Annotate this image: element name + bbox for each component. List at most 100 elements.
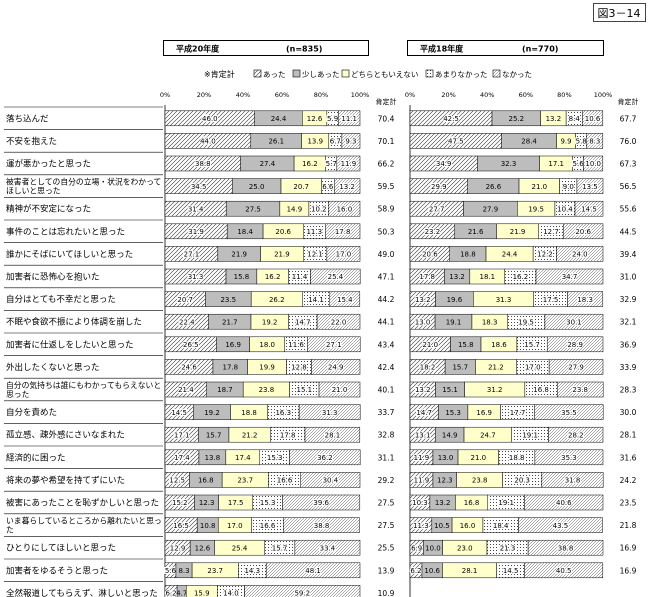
data-label: 18.6 <box>491 341 507 349</box>
data-label: 18.3 <box>577 296 593 304</box>
data-label: 15.3 <box>445 409 461 417</box>
bar-segment <box>298 404 361 420</box>
legend: ※肯定計 あった 少しあった どちらともいえない あまりなかった なかった <box>204 69 532 79</box>
bar-segment <box>534 449 604 466</box>
data-label: 26.5 <box>183 341 199 349</box>
data-label: 12.5 <box>169 477 185 485</box>
data-label: 12.9 <box>170 544 186 552</box>
data-label: 29.9 <box>431 183 447 191</box>
x-tick-label: 80% <box>557 91 571 99</box>
data-label: 9.3 <box>345 138 356 146</box>
data-label: 17.0 <box>336 251 352 259</box>
data-label: 27.1 <box>326 341 342 349</box>
data-label: 24.4 <box>502 251 518 259</box>
total-label: 44.1 <box>378 318 395 327</box>
panel-header-box-1 <box>163 40 369 56</box>
bar-segment <box>307 336 361 353</box>
data-label: 12.7 <box>543 228 559 236</box>
data-label: 16.9 <box>225 341 241 349</box>
total-label: 70.4 <box>378 114 395 123</box>
data-label: 33.4 <box>320 544 336 552</box>
data-label: 23.5 <box>220 296 236 304</box>
data-label: 21.7 <box>222 318 238 326</box>
total-label: 44.5 <box>620 227 637 236</box>
data-label: 12.3 <box>199 499 215 507</box>
data-label: 32.3 <box>501 160 517 168</box>
bar-segment <box>534 404 604 420</box>
data-label: 14.1 <box>308 296 324 304</box>
data-label: 17.0 <box>525 364 541 372</box>
total-label: 32.1 <box>620 318 637 327</box>
data-label: 14.5 <box>171 409 187 417</box>
data-label: 15.2 <box>172 499 188 507</box>
data-label: 5.7 <box>326 160 337 168</box>
data-label: 13.2 <box>415 296 431 304</box>
data-label: 21.3 <box>500 544 516 552</box>
total-label: 55.6 <box>620 205 637 214</box>
data-label: 19.1 <box>498 499 514 507</box>
data-label: 17.4 <box>235 454 251 462</box>
data-label: 17.8 <box>335 228 351 236</box>
data-label: 10.6 <box>585 115 601 123</box>
data-label: 5.6 <box>165 567 177 575</box>
legend-prefix: ※肯定計 <box>204 69 235 79</box>
data-label: 12.2 <box>537 251 553 259</box>
legend-swatch-2 <box>292 69 301 78</box>
data-label: 16.0 <box>460 522 476 530</box>
data-label: 18.3 <box>482 318 498 326</box>
total-label: 30.0 <box>620 408 637 417</box>
data-label: 17.4 <box>174 454 190 462</box>
data-label: 16.8 <box>464 499 480 507</box>
total-label: 16.9 <box>620 544 637 553</box>
total-label: 29.2 <box>378 476 395 485</box>
x-tick-label: 0% <box>405 91 415 99</box>
data-label: 24.4 <box>271 115 287 123</box>
total-label: 16.9 <box>620 566 637 575</box>
data-label: 40.6 <box>556 499 572 507</box>
data-label: 31.8 <box>565 477 581 485</box>
total-label: 33.7 <box>378 408 395 417</box>
total-label: 28.1 <box>620 431 637 440</box>
data-label: 14.0 <box>223 590 239 597</box>
data-label: 19.6 <box>447 296 463 304</box>
bar-segment <box>289 449 361 466</box>
data-label: 16.6 <box>260 522 276 530</box>
total-label: 47.1 <box>378 273 395 282</box>
bar-segment <box>325 223 361 240</box>
data-label: 24.6 <box>181 364 197 372</box>
data-label: 24.9 <box>328 364 344 372</box>
data-label: 18.8 <box>460 251 476 259</box>
data-label: 31.2 <box>487 386 503 394</box>
x-tick-label: 60% <box>275 91 289 99</box>
total-label: 49.0 <box>378 250 395 259</box>
data-label: 17.7 <box>510 409 526 417</box>
category-label: 被害者としての自分の立場・状況をわかってほしいと思った <box>6 177 161 196</box>
total-label: 67.7 <box>620 114 637 123</box>
data-label: 11.9 <box>414 477 430 485</box>
bar-segment <box>282 494 361 511</box>
category-label: 経済的に困った <box>6 452 66 463</box>
data-label: 22.4 <box>179 318 195 326</box>
data-label: 18.8 <box>241 409 257 417</box>
legend-label-2: 少しあった <box>302 70 340 79</box>
bar-segment <box>527 539 604 556</box>
category-label: ひとりにしてほしいと思った <box>6 544 116 554</box>
data-label: 11.1 <box>341 115 357 123</box>
data-label: 8.4 <box>569 115 581 123</box>
total-label: 27.5 <box>378 521 395 530</box>
data-label: 28.4 <box>521 138 537 146</box>
data-label: 40.5 <box>556 567 572 575</box>
data-label: 14.7 <box>295 318 311 326</box>
data-label: 34.7 <box>562 273 578 281</box>
data-label: 14.9 <box>442 431 458 439</box>
x-tick-label: 60% <box>519 91 533 99</box>
data-label: 10.0 <box>585 160 601 168</box>
data-label: 8.3 <box>178 567 189 575</box>
data-label: 17.1 <box>174 431 190 439</box>
data-label: 19.1 <box>522 431 538 439</box>
data-label: 13.2 <box>449 273 465 281</box>
bar-segment <box>300 472 361 488</box>
data-label: 23.7 <box>237 477 253 485</box>
data-label: 19.5 <box>528 205 544 213</box>
data-label: 21.4 <box>178 386 194 394</box>
